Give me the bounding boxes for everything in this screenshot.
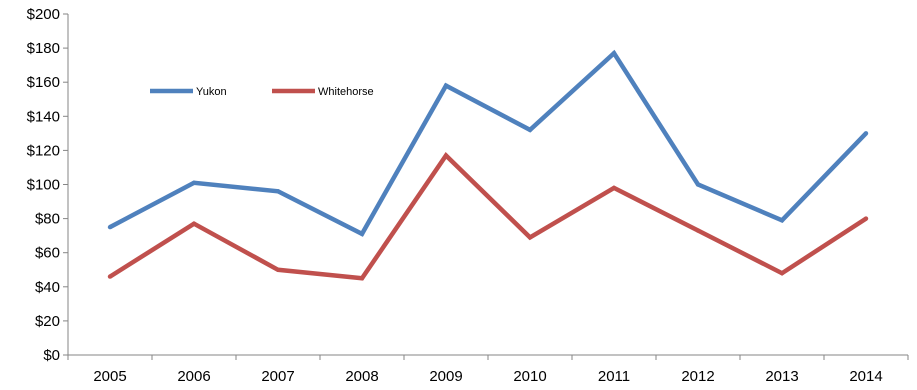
data-point-yukon — [863, 131, 869, 136]
x-axis-ticks: 2005 2006 2007 2008 2009 2010 2011 2012 2013 2014 — [67, 355, 909, 385]
y-tick-label: $200 — [27, 6, 60, 23]
y-tick-label: $20 — [35, 313, 60, 330]
chart-legend: Yukon Whitehorse — [150, 86, 374, 98]
data-point-yukon — [611, 51, 617, 56]
y-tick-label: $160 — [27, 74, 60, 91]
y-tick-label: $100 — [27, 177, 60, 194]
data-point-yukon — [695, 182, 701, 187]
series-layer — [107, 49, 869, 281]
x-tick-label: 2009 — [429, 368, 462, 385]
x-tick-label: 2007 — [261, 368, 294, 385]
y-tick-label: $140 — [27, 108, 60, 125]
data-point-yukon — [275, 189, 281, 194]
y-tick-label: $0 — [43, 347, 60, 364]
data-point-whitehorse — [779, 270, 785, 276]
y-tick-label: $80 — [35, 211, 60, 228]
x-tick-label: 2011 — [598, 368, 630, 385]
data-point-whitehorse — [527, 235, 533, 240]
data-point-whitehorse — [275, 267, 281, 272]
data-point-whitehorse — [863, 216, 869, 221]
data-point-yukon — [359, 231, 365, 237]
data-point-yukon — [107, 224, 113, 230]
x-tick-label: 2010 — [513, 368, 546, 385]
y-tick-label: $40 — [35, 279, 60, 296]
x-tick-label: 2013 — [765, 368, 798, 385]
y-tick-label: $60 — [35, 245, 60, 262]
x-tick-label: 2008 — [345, 368, 378, 385]
data-point-whitehorse — [107, 274, 113, 279]
legend-label-whitehorse: Whitehorse — [318, 86, 374, 98]
legend-label-yukon: Yukon — [196, 86, 227, 98]
data-point-yukon — [191, 180, 197, 185]
data-point-whitehorse — [695, 228, 701, 233]
series-line-whitehorse — [108, 152, 868, 281]
y-tick-label: $180 — [27, 40, 60, 57]
data-point-yukon — [779, 218, 785, 223]
x-tick-label: 2006 — [177, 368, 210, 385]
x-tick-label: 2005 — [93, 368, 126, 385]
data-point-whitehorse — [611, 185, 617, 191]
data-point-whitehorse — [191, 221, 197, 226]
x-tick-label: 2012 — [681, 368, 714, 385]
y-axis-ticks: $0 $20 $40 $60 $80 $100 $120 $140 $160 $180 $200 — [27, 6, 68, 364]
y-tick-label: $120 — [27, 142, 60, 159]
data-point-whitehorse — [443, 153, 449, 158]
series-line-yukon — [108, 49, 868, 237]
data-point-yukon — [443, 83, 449, 88]
data-point-yukon — [527, 127, 533, 133]
data-point-whitehorse — [359, 276, 365, 281]
x-tick-label: 2014 — [849, 368, 882, 385]
